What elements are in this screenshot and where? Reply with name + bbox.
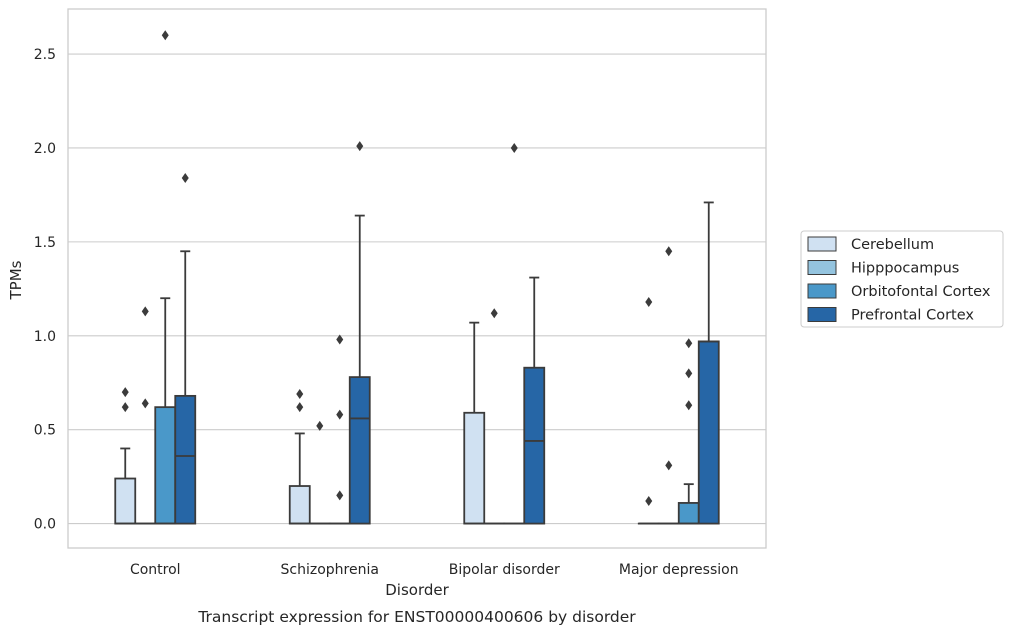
outlier-point — [336, 409, 344, 420]
outlier-point — [296, 402, 304, 413]
outlier-point — [665, 460, 673, 471]
box-body — [677, 502, 700, 525]
legend-swatch — [807, 260, 837, 275]
x-tick-label: Bipolar disorder — [449, 562, 560, 578]
outlier-point — [121, 387, 129, 398]
box-3-2 — [523, 276, 546, 525]
outlier-point — [121, 402, 129, 413]
box-0-3 — [637, 296, 660, 525]
outlier-point — [685, 400, 693, 411]
box-3-1 — [348, 141, 371, 525]
box-0-0 — [114, 387, 137, 525]
legend-label: Cerebellum — [851, 237, 934, 253]
legend-label: Prefrontal Cortex — [851, 308, 974, 324]
outlier-point — [336, 490, 344, 501]
outlier-point — [685, 338, 693, 349]
outlier-point — [316, 420, 324, 431]
outlier-point — [510, 142, 518, 153]
legend-swatch — [807, 236, 837, 252]
legend-frame — [800, 230, 1004, 328]
legend: Cerebellum Hipppocampus Orbitofontal Corte… — [800, 230, 1004, 328]
y-axis-label: TPMs — [7, 260, 25, 300]
outlier-point — [665, 246, 673, 257]
box-0-1 — [288, 389, 311, 525]
outlier-point — [490, 308, 498, 319]
box-body — [348, 376, 371, 525]
box-plot-boxes — [114, 30, 720, 525]
y-tick-label: 2.5 — [34, 47, 56, 63]
outlier-point — [685, 368, 693, 379]
x-tick-labels: Control Schizophrenia Bipolar disorder Majo… — [130, 562, 739, 578]
box-body — [154, 406, 177, 525]
box-1-0 — [134, 306, 157, 525]
box-body — [523, 366, 546, 525]
x-axis-label: Disorder — [385, 581, 449, 599]
outlier-point — [141, 398, 149, 409]
box-0-2 — [463, 321, 486, 525]
outlier-point — [645, 496, 653, 507]
box-1-3 — [657, 246, 680, 525]
outlier-point — [161, 30, 169, 41]
y-tick-label: 1.0 — [34, 329, 56, 345]
outlier-point — [181, 173, 189, 184]
box-body — [697, 340, 720, 525]
legend-swatch — [807, 307, 837, 322]
y-tick-label: 1.5 — [34, 235, 56, 251]
outlier-point — [645, 296, 653, 307]
box-2-0 — [154, 30, 177, 525]
box-3-3 — [697, 201, 720, 525]
box-1-2 — [483, 308, 506, 525]
box-3-0 — [174, 173, 197, 525]
box-2-1 — [328, 334, 351, 525]
legend-label: Orbitofontal Cortex — [851, 284, 991, 300]
legend-label: Hipppocampus — [851, 261, 959, 277]
box-body — [463, 411, 486, 525]
box-1-1 — [308, 420, 331, 525]
y-tick-labels: 0.0 0.5 1.0 1.5 2.0 2.5 — [34, 47, 56, 533]
legend-swatch — [807, 283, 837, 299]
y-tick-label: 0.5 — [34, 423, 56, 439]
chart-caption: Transcript expression for ENST0000040060… — [197, 608, 636, 626]
x-tick-label: Schizophrenia — [281, 562, 379, 578]
y-tick-label: 0.0 — [34, 517, 56, 533]
plot-frame — [67, 8, 767, 549]
box-body — [288, 485, 311, 525]
box-2-3 — [677, 338, 700, 525]
box-2-2 — [503, 142, 526, 525]
outlier-point — [356, 141, 364, 152]
y-tick-label: 2.0 — [34, 141, 56, 157]
box-body — [174, 394, 197, 525]
box-body — [114, 477, 137, 525]
outlier-point — [141, 306, 149, 317]
x-tick-label: Major depression — [619, 562, 739, 578]
outlier-point — [296, 389, 304, 399]
x-tick-label: Control — [130, 562, 181, 578]
outlier-point — [336, 334, 344, 345]
